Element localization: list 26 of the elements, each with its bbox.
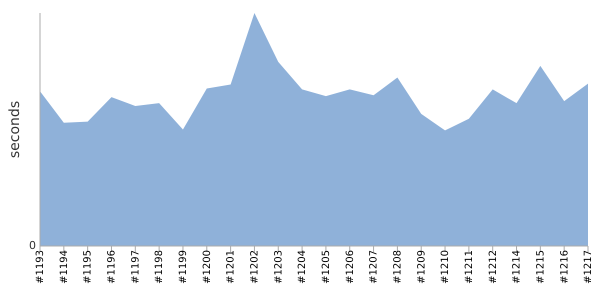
x-tick-label: #1206 (344, 250, 356, 284)
x-tick-label: #1196 (106, 250, 118, 284)
x-tick-label: #1193 (35, 250, 46, 284)
x-tick-label: #1214 (512, 250, 523, 284)
x-tick-label: #1209 (416, 250, 428, 284)
x-tick-label: #1199 (178, 250, 190, 284)
x-tick-label: #1198 (154, 250, 166, 284)
x-tick-label: #1212 (488, 250, 499, 284)
x-tick-label: #1202 (250, 250, 261, 284)
x-tick-label: #1217 (583, 250, 594, 284)
x-tick-label: #1201 (226, 250, 237, 284)
x-tick-label: #1195 (82, 250, 94, 284)
x-tick-label: #1203 (273, 250, 284, 284)
x-tick-label: #1207 (368, 250, 380, 284)
x-tick-label: #1204 (297, 250, 308, 284)
x-tick-label: #1194 (58, 250, 70, 284)
x-tick-label: #1208 (392, 250, 404, 284)
x-tick-label: #1216 (559, 250, 570, 284)
x-tick-label: #1210 (440, 250, 452, 284)
x-tick-label: #1211 (464, 250, 475, 284)
x-tick-label: #1205 (321, 250, 332, 284)
text: 0 (29, 239, 36, 252)
y-axis-title: seconds (6, 100, 23, 158)
x-tick-label: #1197 (130, 250, 142, 284)
x-tick-label: #1200 (202, 250, 213, 284)
x-tick-label: #1215 (535, 250, 546, 284)
